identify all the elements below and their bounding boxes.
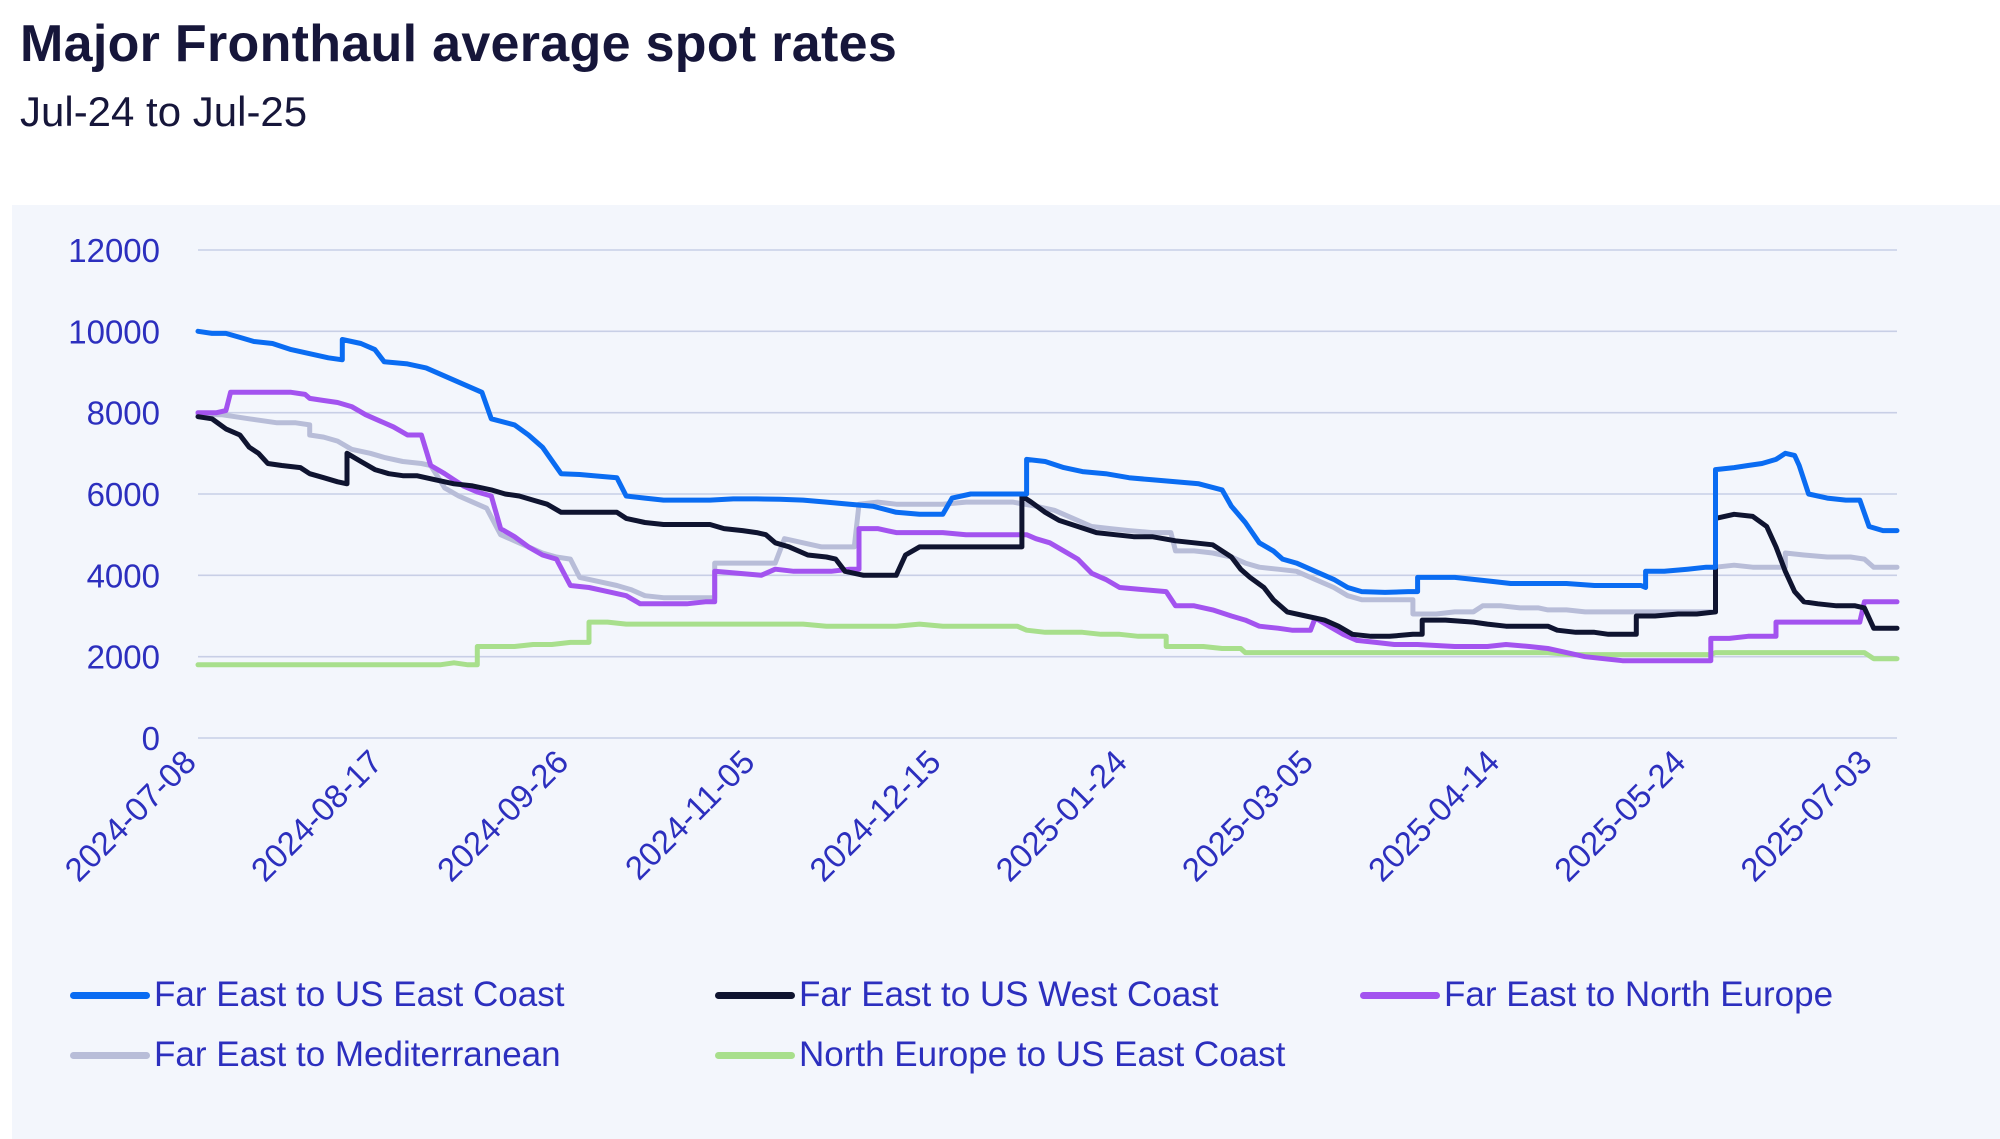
legend-item-fe-usec[interactable]: Far East to US East Coast xyxy=(70,975,564,1015)
y-tick-label: 12000 xyxy=(68,232,160,269)
y-tick-label: 6000 xyxy=(87,476,160,513)
legend-item-fe-neu[interactable]: Far East to North Europe xyxy=(1360,975,1833,1015)
chart-subtitle: Jul-24 to Jul-25 xyxy=(20,88,308,135)
legend-label: Far East to Mediterranean xyxy=(154,1035,561,1074)
legend-item-fe-med[interactable]: Far East to Mediterranean xyxy=(70,1035,561,1075)
legend-label: North Europe to US East Coast xyxy=(799,1035,1286,1074)
x-tick-label: 2025-07-03 xyxy=(1733,743,1879,889)
legend-label: Far East to US West Coast xyxy=(799,975,1219,1014)
y-tick-label: 10000 xyxy=(68,313,160,350)
x-tick-label: 2024-07-08 xyxy=(57,743,203,889)
y-axis-ticks: 0 2000 4000 6000 8000 10000 12000 xyxy=(68,232,160,757)
legend-label: Far East to US East Coast xyxy=(154,975,565,1014)
x-tick-label: 2025-04-14 xyxy=(1361,743,1507,889)
legend-swatch-neu-usec xyxy=(715,1051,795,1059)
x-tick-label: 2024-11-05 xyxy=(618,743,762,887)
legend-swatch-fe-neu xyxy=(1360,991,1440,999)
x-tick-label: 2025-05-24 xyxy=(1547,743,1693,889)
y-tick-label: 4000 xyxy=(87,557,160,594)
series-line-north-europe-to-us-east-coast[interactable] xyxy=(195,619,1900,668)
x-tick-label: 2024-12-15 xyxy=(802,743,948,889)
gridlines xyxy=(198,249,1897,739)
legend-item-fe-uswc[interactable]: Far East to US West Coast xyxy=(715,975,1219,1015)
series-line-far-east-to-north-europe[interactable] xyxy=(195,389,1900,664)
x-tick-label: 2024-09-26 xyxy=(430,743,576,889)
x-axis-ticks: 2024-07-08 2024-08-17 2024-09-26 2024-11-05… xyxy=(57,743,1878,889)
chart-title: Major Fronthaul average spot rates xyxy=(20,15,898,73)
legend-item-neu-usec[interactable]: North Europe to US East Coast xyxy=(715,1035,1285,1075)
legend-swatch-fe-usec xyxy=(70,991,150,999)
y-tick-label: 2000 xyxy=(87,639,160,676)
series-line-far-east-to-us-east-coast[interactable] xyxy=(195,328,1900,595)
series-lines xyxy=(195,328,1900,668)
series-line-far-east-to-us-west-coast[interactable] xyxy=(195,414,1900,639)
x-tick-label: 2025-03-05 xyxy=(1175,743,1321,889)
y-tick-label: 8000 xyxy=(87,395,160,432)
legend-swatch-fe-uswc xyxy=(715,991,795,999)
x-tick-label: 2025-01-24 xyxy=(988,743,1134,889)
y-tick-label: 0 xyxy=(142,720,160,757)
legend-swatch-fe-med xyxy=(70,1051,150,1059)
x-tick-label: 2024-08-17 xyxy=(244,743,390,889)
legend-label: Far East to North Europe xyxy=(1444,975,1834,1014)
